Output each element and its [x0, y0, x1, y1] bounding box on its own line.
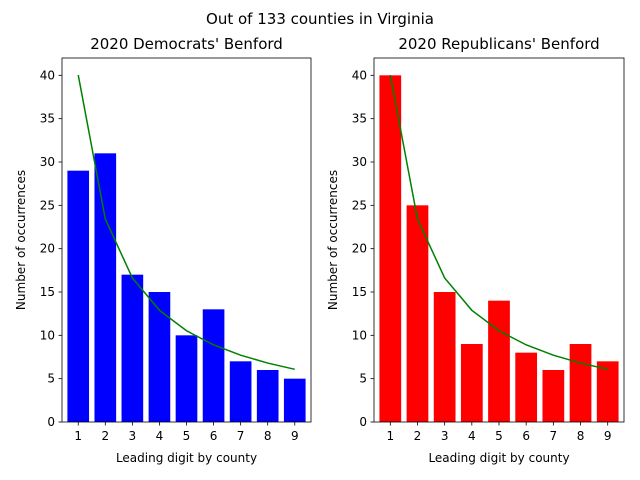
y-tick-label: 5: [47, 372, 55, 386]
series-line: [389, 74, 608, 371]
bar: [488, 300, 510, 422]
x-tick-label: 6: [210, 429, 218, 443]
bar: [121, 274, 144, 422]
bar: [596, 361, 619, 422]
x-tick-label: 8: [577, 429, 585, 443]
x-tick-label: 1: [386, 429, 394, 443]
y-tick-label: 25: [352, 198, 367, 212]
y-tick-label: 15: [352, 285, 367, 299]
series-line: [77, 74, 295, 371]
chart-title: 2020 Republicans' Benford: [398, 35, 599, 53]
bar: [229, 361, 252, 422]
x-tick-label: 7: [550, 429, 558, 443]
plot-area: 0 5 10 15 20 25 30 35 40 1 2 3 4 5 6 7 8 9: [40, 57, 312, 443]
bar: [148, 292, 171, 422]
bar: [67, 170, 90, 422]
y-tick-label: 5: [359, 372, 367, 386]
bar: [202, 309, 225, 422]
bar: [569, 344, 592, 422]
y-tick-label: 40: [352, 68, 367, 82]
x-tick-label: 5: [183, 429, 191, 443]
y-tick-label: 40: [40, 68, 55, 82]
plot-area: 0 5 10 15 20 25 30 35 40 1 2 3 4 5 6 7 8 9: [352, 57, 625, 443]
x-tick-label: 2: [414, 429, 422, 443]
y-tick-label: 10: [352, 328, 367, 342]
y-tick-label: 20: [40, 242, 55, 256]
democrats-chart: 2020 Democrats' Benford Leading digit by…: [14, 35, 312, 465]
y-tick-label: 15: [40, 285, 55, 299]
x-tick-label: 4: [468, 429, 476, 443]
y-tick-label: 30: [40, 155, 55, 169]
y-tick-label: 30: [352, 155, 367, 169]
x-axis-label: Leading digit by county: [116, 451, 257, 465]
y-tick-label: 25: [40, 198, 55, 212]
x-axis-label: Leading digit by county: [428, 451, 569, 465]
republicans-chart: 2020 Republicans' Benford Leading digit …: [326, 35, 625, 465]
bar: [460, 344, 483, 422]
y-axis-label: Number of occurrences: [326, 170, 340, 310]
x-tick-label: 9: [291, 429, 299, 443]
x-tick-label: 7: [237, 429, 245, 443]
bar: [175, 335, 198, 422]
x-tick-label: 1: [74, 429, 82, 443]
bar: [542, 370, 565, 422]
x-tick-label: 3: [129, 429, 137, 443]
bar: [94, 153, 117, 422]
bar: [256, 370, 279, 422]
bar: [406, 205, 429, 422]
chart-title: 2020 Democrats' Benford: [90, 35, 283, 53]
y-tick-label: 0: [47, 415, 55, 429]
x-tick-label: 9: [604, 429, 612, 443]
y-tick-label: 20: [352, 242, 367, 256]
bar: [433, 292, 456, 422]
figure-suptitle: Out of 133 counties in Virginia: [206, 10, 434, 28]
x-tick-label: 3: [441, 429, 449, 443]
y-tick-label: 0: [359, 415, 367, 429]
x-tick-label: 6: [522, 429, 530, 443]
bar: [379, 75, 402, 422]
x-tick-label: 2: [101, 429, 109, 443]
x-tick-label: 8: [264, 429, 272, 443]
y-axis-label: Number of occurrences: [14, 170, 28, 310]
bar: [515, 352, 538, 422]
y-tick-label: 35: [352, 112, 367, 126]
y-tick-label: 35: [40, 112, 55, 126]
y-tick-label: 10: [40, 328, 55, 342]
x-tick-label: 5: [495, 429, 503, 443]
x-tick-label: 4: [156, 429, 164, 443]
bar: [283, 378, 306, 422]
